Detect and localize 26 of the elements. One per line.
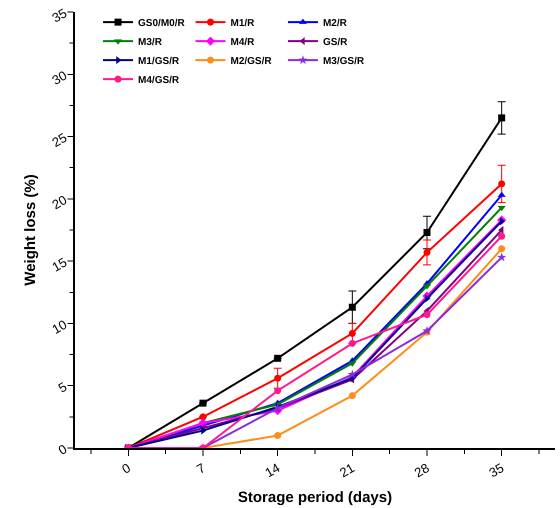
- legend-label: M2/GS/R: [230, 56, 272, 68]
- y-tick-label: 15: [49, 254, 70, 275]
- legend-label: M4/R: [230, 37, 256, 48]
- x-tick-label: 0: [119, 460, 134, 477]
- y-axis-title: Weight loss (%): [22, 174, 40, 286]
- y-tick-label: 35: [49, 5, 70, 26]
- legend-label: M3/GS/R: [322, 56, 365, 68]
- legend-label: GS0/M0/R: [138, 18, 186, 30]
- y-tick-label: 0: [56, 441, 70, 458]
- legend-label: GS/R: [322, 37, 348, 48]
- x-axis-title: Storage period (days): [238, 488, 392, 506]
- x-tick-label: 21: [337, 460, 358, 480]
- x-tick-label: 28: [412, 460, 432, 480]
- y-tick-label: 10: [49, 316, 70, 337]
- legend-label: M3/R: [138, 37, 163, 48]
- legend-label: M2/R: [322, 18, 348, 30]
- y-tick-label: 30: [49, 68, 70, 88]
- x-tick-label: 7: [194, 460, 208, 477]
- x-tick-label: 14: [262, 460, 282, 480]
- y-tick-label: 25: [49, 130, 70, 150]
- legend-label: M1/GS/R: [138, 56, 180, 68]
- legend-label: M1/R: [230, 18, 256, 30]
- legend-label: M4/GS/R: [138, 75, 180, 86]
- y-tick-label: 20: [49, 192, 70, 212]
- y-tick-label: 5: [56, 378, 70, 396]
- x-tick-label: 35: [486, 460, 506, 480]
